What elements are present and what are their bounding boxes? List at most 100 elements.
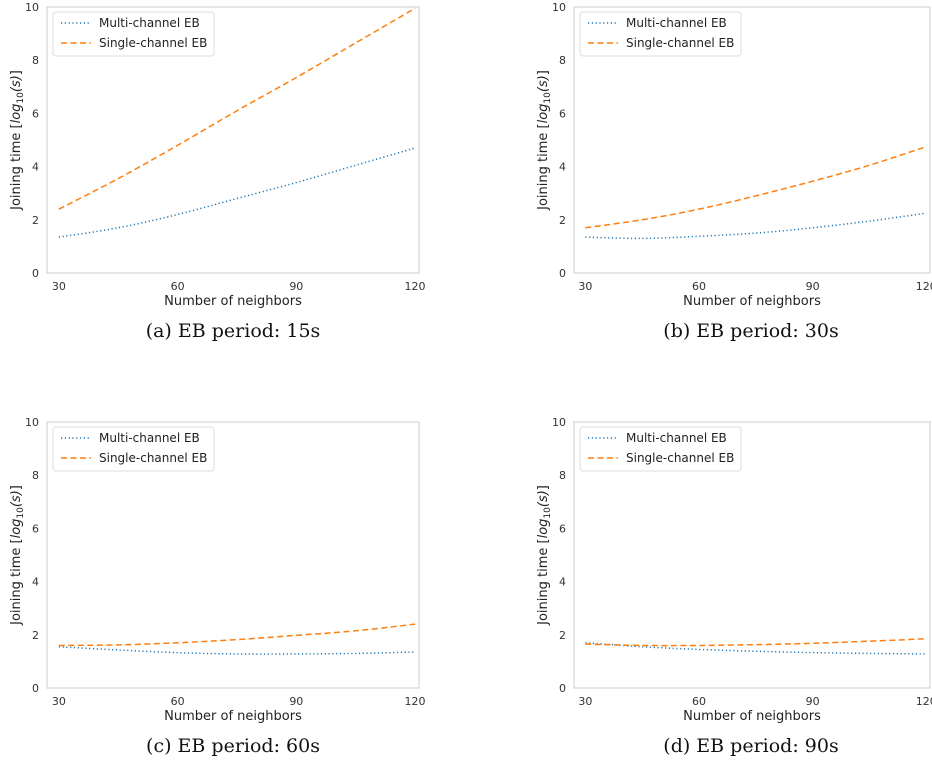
- legend-box: [579, 11, 742, 57]
- legend-label: Single-channel EB: [99, 451, 207, 465]
- x-tick-label: 90: [806, 280, 820, 293]
- series-line-multi-channel: [58, 646, 416, 655]
- legend-label: Multi-channel EB: [626, 431, 727, 445]
- y-axis-label-subscript: 10: [16, 92, 26, 104]
- series-line-single-channel: [58, 7, 416, 210]
- x-tick-label: 120: [405, 280, 426, 293]
- plot-area-frame: [46, 421, 420, 689]
- x-tick-label: 120: [916, 280, 932, 293]
- y-tick-label: 2: [559, 214, 566, 227]
- chart-panel-4: 0 2 4 6 8 10 30 60 90 120 Number of neighbors Joini…: [536, 416, 932, 757]
- x-tick-label: 30: [52, 695, 66, 708]
- x-tick-label: 30: [578, 280, 592, 293]
- x-axis-label: Number of neighbors: [683, 294, 821, 309]
- y-axis-label-subscript: 10: [543, 507, 553, 519]
- y-axis-label: Joining time [log10(s)]: [536, 70, 553, 211]
- y-tick-label: 10: [25, 1, 39, 14]
- y-tick-label: 8: [32, 54, 39, 67]
- x-tick-label: 60: [171, 280, 185, 293]
- chart-panel-3: 0 2 4 6 8 10 30 60 90 120 Number of neighbors Joini…: [9, 416, 426, 757]
- y-axis-label-part: ]: [9, 485, 24, 490]
- y-axis-label-part: ]: [536, 485, 551, 490]
- y-tick-label: 10: [552, 1, 566, 14]
- y-axis-label-part: Joining time [: [536, 538, 551, 625]
- x-tick-label: 120: [405, 695, 426, 708]
- chart-panel-2: 0 2 4 6 8 10 30 60 90 120 Number of neighbors Joini…: [536, 1, 932, 342]
- x-tick-label: 60: [171, 695, 185, 708]
- y-tick-label: 10: [25, 416, 39, 429]
- y-tick-label: 0: [32, 682, 39, 695]
- panel-caption: (c) EB period: 60s: [146, 735, 320, 757]
- y-tick-label: 4: [32, 161, 39, 174]
- y-axis-label-part: (s): [536, 490, 551, 507]
- y-axis-label-part: log: [9, 104, 24, 124]
- y-tick-label: 10: [552, 416, 566, 429]
- panel-caption: (b) EB period: 30s: [663, 320, 838, 342]
- legend-label: Multi-channel EB: [626, 16, 727, 30]
- y-axis-label-part: ]: [536, 70, 551, 75]
- y-axis-label-part: Joining time [: [536, 123, 551, 210]
- y-tick-label: 2: [559, 629, 566, 642]
- y-axis-label-part: (s): [536, 75, 551, 92]
- y-tick-label: 6: [32, 522, 39, 535]
- legend-label: Multi-channel EB: [99, 16, 200, 30]
- x-axis-label: Number of neighbors: [164, 709, 302, 724]
- y-axis-label-part: (s): [9, 490, 24, 507]
- legend-label: Multi-channel EB: [99, 431, 200, 445]
- y-tick-label: 2: [32, 214, 39, 227]
- legend-label: Single-channel EB: [99, 36, 207, 50]
- series-line-multi-channel: [58, 147, 416, 238]
- y-tick-label: 8: [32, 469, 39, 482]
- y-axis-label-subscript: 10: [16, 507, 26, 519]
- panel-caption: (a) EB period: 15s: [146, 320, 321, 342]
- legend: Multi-channel EB Single-channel EB: [579, 11, 742, 57]
- y-tick-label: 4: [32, 576, 39, 589]
- y-tick-label: 4: [559, 161, 566, 174]
- x-tick-label: 30: [52, 280, 66, 293]
- series-line-single-channel: [58, 623, 416, 647]
- x-tick-label: 60: [692, 695, 706, 708]
- y-axis-label-part: log: [9, 519, 24, 539]
- y-axis-label-part: log: [536, 519, 551, 539]
- chart-panel-1: 0 2 4 6 8 10 30 60 90 120 Number of neighbors Joini…: [9, 1, 426, 342]
- x-tick-label: 120: [916, 695, 932, 708]
- y-axis-label-part: ]: [9, 70, 24, 75]
- y-axis-label: Joining time [log10(s)]: [536, 485, 553, 626]
- y-axis-label-subscript: 10: [543, 92, 553, 104]
- y-axis-label: Joining time [log10(s)]: [9, 485, 26, 626]
- y-tick-label: 0: [32, 267, 39, 280]
- y-axis-label: Joining time [log10(s)]: [9, 70, 26, 211]
- y-axis-label-part: (s): [9, 75, 24, 92]
- x-axis-label: Number of neighbors: [683, 709, 821, 724]
- legend-box: [579, 426, 742, 472]
- legend: Multi-channel EB Single-channel EB: [52, 11, 215, 57]
- legend: Multi-channel EB Single-channel EB: [579, 426, 742, 472]
- y-tick-label: 0: [559, 682, 566, 695]
- y-tick-label: 8: [559, 469, 566, 482]
- panel-caption: (d) EB period: 90s: [663, 735, 838, 757]
- y-tick-label: 8: [559, 54, 566, 67]
- legend-label: Single-channel EB: [626, 36, 734, 50]
- x-tick-label: 90: [289, 280, 303, 293]
- x-tick-label: 90: [289, 695, 303, 708]
- x-tick-label: 30: [578, 695, 592, 708]
- series-line-single-channel: [585, 145, 927, 229]
- y-tick-label: 0: [559, 267, 566, 280]
- y-tick-label: 2: [32, 629, 39, 642]
- y-axis-label-part: Joining time [: [9, 538, 24, 625]
- legend: Multi-channel EB Single-channel EB: [52, 426, 215, 472]
- y-tick-label: 6: [32, 107, 39, 120]
- legend-label: Single-channel EB: [626, 451, 734, 465]
- y-axis-label-part: Joining time [: [9, 123, 24, 210]
- y-tick-label: 4: [559, 576, 566, 589]
- y-tick-label: 6: [559, 522, 566, 535]
- x-tick-label: 60: [692, 280, 706, 293]
- x-axis-label: Number of neighbors: [164, 294, 302, 309]
- x-tick-label: 90: [806, 695, 820, 708]
- legend-box: [52, 426, 215, 472]
- y-axis-label-part: log: [536, 104, 551, 124]
- legend-box: [52, 11, 215, 57]
- y-tick-label: 6: [559, 107, 566, 120]
